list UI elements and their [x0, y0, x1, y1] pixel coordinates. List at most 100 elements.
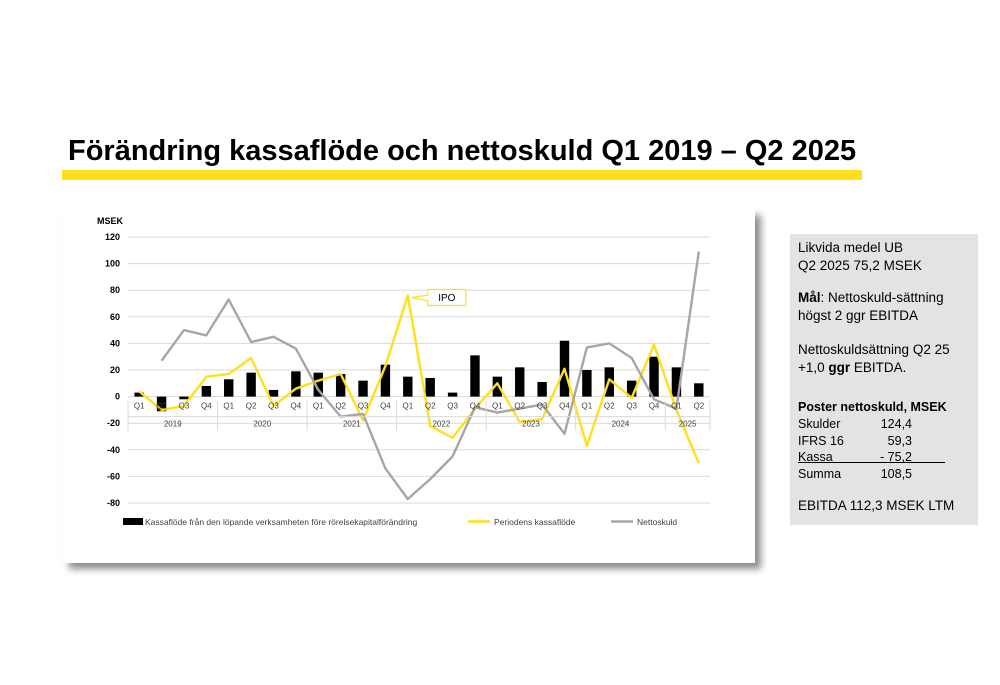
x-tick-label: Q3 — [537, 402, 548, 411]
x-tick-label: Q1 — [134, 402, 145, 411]
y-tick-label: -60 — [107, 471, 120, 481]
bar — [425, 377, 435, 397]
legend-label: Kassaflöde från den löpande verksamheten… — [145, 517, 417, 527]
x-tick-label: Q4 — [201, 402, 212, 411]
nettoskuld-line-2: +1,0 ggr EBITDA. — [798, 360, 906, 375]
bar — [694, 383, 704, 397]
y-tick-label: 120 — [105, 232, 120, 242]
y-tick-label: 80 — [110, 285, 120, 295]
chart-card: -80 -60 -40 -20 0 20 40 60 80 100 120 MSEK Q1 Q2 Q3 Q4 Q… — [63, 209, 755, 563]
bar — [470, 355, 480, 397]
poster-label-summa: Summa — [798, 467, 842, 481]
x-tick-label: Q1 — [313, 402, 324, 411]
chart: -80 -60 -40 -20 0 20 40 60 80 100 120 MSEK Q1 Q2 Q3 Q4 Q… — [97, 216, 711, 527]
series-line — [138, 294, 700, 464]
x-tick-label: Q3 — [268, 402, 279, 411]
x-tick-label: Q3 — [447, 402, 458, 411]
poster-label-ifrs: IFRS 16 — [798, 434, 844, 448]
x-group-label: 2019 — [164, 420, 182, 429]
bar — [671, 367, 682, 397]
bar — [492, 376, 503, 397]
nettoskuld-suffix: EBITDA. — [850, 360, 907, 375]
x-group-label: 2024 — [612, 420, 630, 429]
bar — [179, 396, 189, 400]
x-tick-label: Q3 — [179, 402, 190, 411]
likvida-line-2: Q2 2025 75,2 MSEK — [798, 258, 922, 273]
bar — [515, 367, 525, 397]
x-tick-label: Q1 — [582, 402, 593, 411]
bar — [313, 372, 323, 397]
x-tick-label: Q3 — [358, 402, 369, 411]
y-tick-label: 40 — [110, 338, 120, 348]
y-tick-label: -20 — [107, 418, 120, 428]
annotation-callout — [411, 288, 467, 307]
x-tick-label: Q4 — [380, 402, 391, 411]
bar — [403, 376, 413, 397]
x-tick-label: Q2 — [335, 402, 346, 411]
bar — [246, 372, 256, 397]
x-group-label: 2021 — [343, 420, 361, 429]
x-tick-label: Q2 — [425, 402, 436, 411]
y-tick-label: 0 — [115, 392, 120, 402]
nettoskuld-value: +1,0 — [798, 360, 829, 375]
x-tick-label: Q2 — [693, 402, 704, 411]
y-unit-label: MSEK — [97, 216, 124, 226]
bar — [335, 373, 346, 397]
legend-swatch — [123, 518, 143, 525]
bar — [134, 392, 144, 397]
poster-value-ifrs: 59,3 — [887, 434, 912, 448]
poster-value-kassa: - 75,2 — [880, 450, 912, 464]
y-tick-label: -40 — [107, 445, 120, 455]
bar — [201, 385, 212, 397]
bar — [268, 389, 279, 397]
x-tick-label: Q1 — [671, 402, 682, 411]
x-tick-label: Q4 — [470, 402, 481, 411]
bar — [380, 364, 391, 397]
side-panel: Likvida medel UB Q2 2025 75,2 MSEK Mål: … — [790, 234, 978, 525]
x-tick-label: Q3 — [626, 402, 637, 411]
mal-line-1: Mål: Nettoskuld-sättning — [798, 290, 944, 305]
x-tick-label: Q4 — [291, 402, 302, 411]
bar — [447, 392, 458, 397]
mal-label: Mål — [798, 290, 821, 305]
poster-value-skulder: 124,4 — [880, 417, 912, 431]
bar — [358, 380, 368, 397]
x-tick-label: Q1 — [492, 402, 503, 411]
bar — [582, 370, 592, 397]
x-tick-label: Q2 — [604, 402, 615, 411]
annotation-label: IPO — [438, 293, 455, 304]
nettoskuld-ggr: ggr — [828, 360, 851, 375]
nettoskuld-line-1: Nettoskuldsättning Q2 25 — [798, 342, 950, 357]
bar — [626, 380, 637, 397]
bar — [291, 371, 301, 397]
series-line — [160, 251, 700, 501]
poster-label-skulder: Skulder — [798, 417, 841, 431]
legend-label: Nettoskuld — [637, 517, 677, 527]
y-tick-label: 60 — [110, 312, 120, 322]
x-group-label: 2022 — [432, 420, 450, 429]
x-tick-label: Q4 — [649, 402, 660, 411]
x-group-label: 2023 — [522, 420, 540, 429]
mal-line-2: högst 2 ggr EBITDA — [798, 308, 919, 323]
x-tick-label: Q2 — [246, 402, 257, 411]
x-tick-label: Q4 — [559, 402, 570, 411]
poster-label-kassa: Kassa — [798, 450, 833, 464]
x-tick-label: Q1 — [402, 402, 413, 411]
title-underline — [62, 170, 862, 180]
x-group-label: 2020 — [253, 420, 271, 429]
x-group-label: 2025 — [679, 420, 697, 429]
bar — [649, 356, 659, 397]
y-tick-label: 100 — [105, 259, 120, 269]
x-tick-label: Q2 — [156, 402, 167, 411]
poster-underline — [798, 462, 945, 463]
y-tick-label: -80 — [107, 498, 120, 508]
slide-title: Förändring kassaflöde och nettoskuld Q1 … — [68, 135, 857, 167]
bar — [537, 381, 547, 397]
legend-label: Periodens kassaflöde — [494, 517, 576, 527]
likvida-line-1: Likvida medel UB — [798, 240, 904, 255]
poster-value-summa: 108,5 — [880, 467, 912, 481]
mal-text: : Nettoskuld-sättning — [820, 290, 944, 305]
bar — [224, 379, 234, 397]
poster-heading: Poster nettoskuld, MSEK — [798, 400, 947, 414]
ebitda-line: EBITDA 112,3 MSEK LTM — [798, 498, 955, 513]
